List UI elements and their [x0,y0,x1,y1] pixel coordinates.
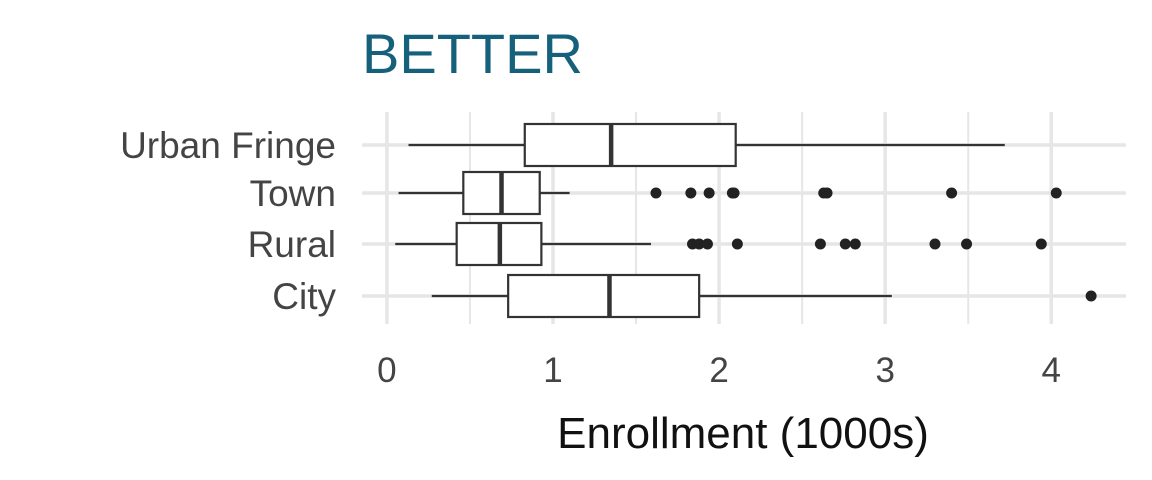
x-axis-title: Enrollment (1000s) [557,409,929,458]
x-tick-labels: 0 1 2 3 4 [377,351,1061,390]
category-label: City [272,276,336,317]
outlier-point [814,238,826,250]
outlier-point [650,187,662,199]
iqr-box [507,273,701,319]
outlier-point [703,187,715,199]
box-rural [395,221,1047,267]
category-label: Town [250,173,336,214]
outlier-point [839,238,851,250]
x-tick-label: 3 [875,351,894,390]
outlier-point [946,187,958,199]
outlier-point [731,238,743,250]
iqr-box [523,122,737,168]
grid-lines [362,112,1126,324]
outlier-point [1085,290,1097,302]
outlier-point [728,187,740,199]
x-tick-label: 0 [377,351,396,390]
outlier-point [1050,187,1062,199]
x-tick-label: 2 [709,351,728,390]
chart-title: BETTER [362,22,583,85]
outlier-point [961,238,973,250]
outlier-point [929,238,941,250]
category-labels: City Rural Town Urban Fringe [120,125,336,317]
x-tick-label: 4 [1042,351,1061,390]
category-label: Rural [248,224,336,265]
boxes [395,122,1097,319]
outlier-point [1035,238,1047,250]
x-tick-label: 1 [543,351,562,390]
outlier-point [701,238,713,250]
category-label: Urban Fringe [120,125,336,166]
box-city [431,273,1097,319]
outlier-point [821,187,833,199]
outlier-point [849,238,861,250]
box-town [398,170,1062,216]
outlier-point [685,187,697,199]
outlier-point [693,238,705,250]
box-urban-fringe [408,122,1005,168]
